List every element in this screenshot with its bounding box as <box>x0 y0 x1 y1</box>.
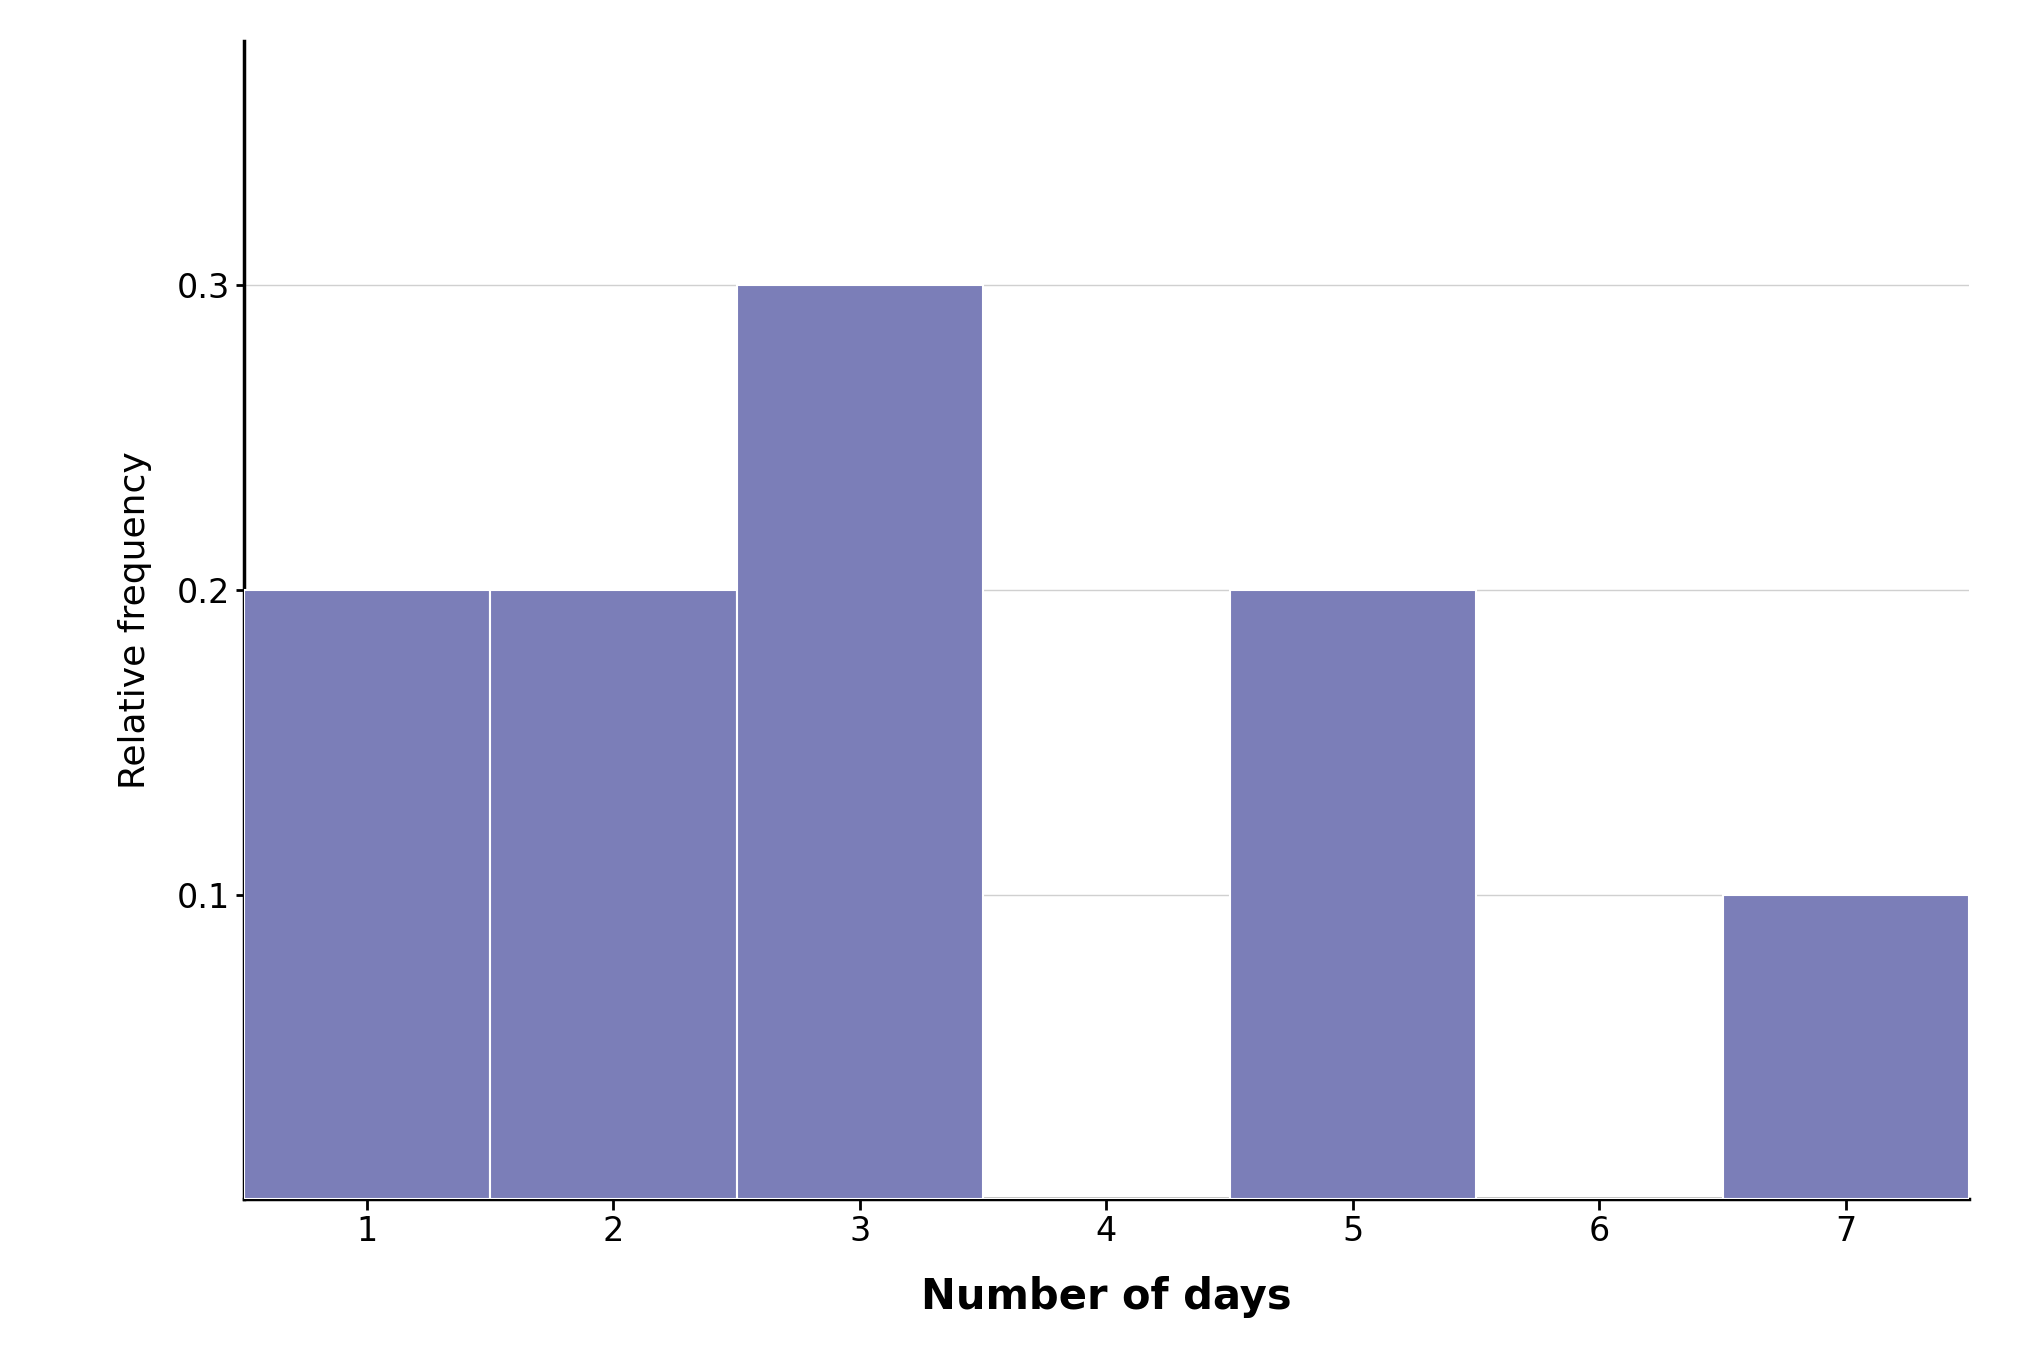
X-axis label: Number of days: Number of days <box>922 1276 1291 1318</box>
Bar <box>489 590 737 1199</box>
Bar <box>1230 590 1476 1199</box>
Bar <box>244 590 489 1199</box>
Bar <box>1723 894 1969 1199</box>
Y-axis label: Relative frequency: Relative frequency <box>118 451 152 789</box>
Bar <box>737 285 983 1199</box>
